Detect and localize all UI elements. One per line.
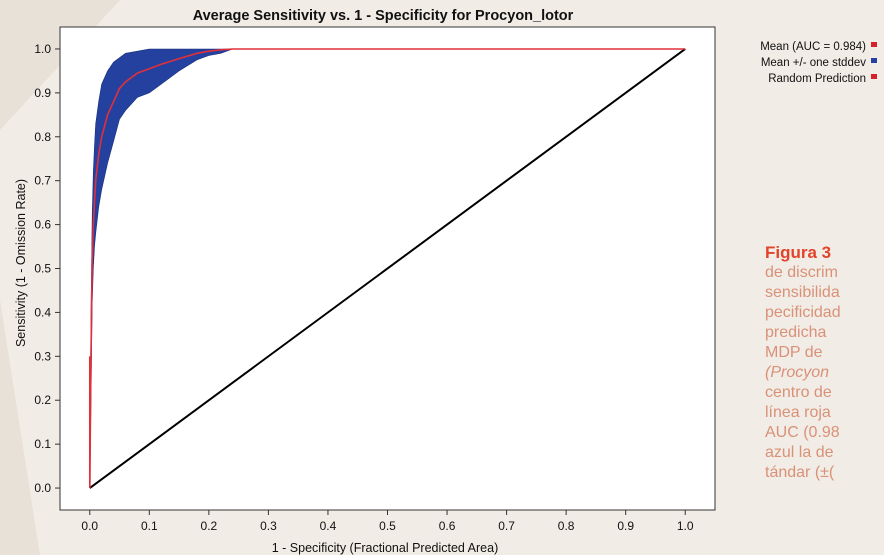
caption-line: azul la de — [765, 444, 834, 461]
y-tick-label: 0.1 — [34, 437, 51, 451]
caption-line: sensibilida — [765, 284, 840, 301]
x-tick-label: 0.7 — [498, 519, 515, 533]
y-tick-label: 1.0 — [34, 42, 51, 56]
x-axis-label: 1 - Specificity (Fractional Predicted Ar… — [272, 541, 498, 555]
caption-line: centro de — [765, 384, 832, 401]
x-tick-label: 0.9 — [617, 519, 634, 533]
y-axis-label: Sensitivity (1 - Omission Rate) — [14, 179, 28, 347]
chart-title: Average Sensitivity vs. 1 - Specificity … — [193, 8, 574, 24]
x-tick-label: 0.2 — [201, 519, 218, 533]
caption-line: de discrim — [765, 264, 838, 281]
y-tick-label: 0.4 — [34, 305, 51, 319]
caption-line: pecificidad — [765, 304, 841, 321]
figure-label: Figura 3 — [765, 243, 832, 262]
legend-label: Random Prediction — [768, 73, 866, 85]
x-tick-label: 0.6 — [439, 519, 456, 533]
plot-area — [59, 26, 716, 511]
x-tick-label: 0.0 — [81, 519, 98, 533]
axes: 0.0 0.1 0.2 0.3 0.4 0.5 0.6 0.7 0.8 0.9 1.0 0.0 0.1 0… — [34, 42, 694, 533]
y-tick-label: 0.3 — [34, 349, 51, 363]
x-tick-label: 0.4 — [320, 519, 337, 533]
y-tick-label: 0.0 — [34, 481, 51, 495]
legend-swatch — [871, 58, 877, 63]
y-tick-label: 0.8 — [34, 130, 51, 144]
y-tick-label: 0.7 — [34, 174, 51, 188]
caption-line: AUC (0.98 — [765, 424, 840, 441]
legend: Mean (AUC = 0.984) Mean +/- one stddev Ran… — [760, 41, 877, 85]
caption-line: predicha — [765, 324, 827, 341]
legend-swatch — [871, 42, 877, 47]
x-tick-label: 0.5 — [379, 519, 396, 533]
mean-line — [89, 48, 686, 489]
legend-label: Mean (AUC = 0.984) — [760, 41, 866, 53]
x-tick-label: 0.8 — [558, 519, 575, 533]
stddev-band — [89, 48, 686, 489]
y-tick-label: 0.9 — [34, 86, 51, 100]
legend-label: Mean +/- one stddev — [761, 57, 866, 69]
caption-line: (Procyon — [765, 364, 830, 381]
caption-line: MDP de — [765, 344, 823, 361]
legend-swatch — [871, 74, 877, 79]
x-tick-label: 0.3 — [260, 519, 277, 533]
x-tick-label: 1.0 — [677, 519, 694, 533]
caption-line: línea roja — [765, 404, 831, 421]
y-tick-label: 0.2 — [34, 393, 51, 407]
figure-caption: Figura 3 de discrim sensibilida pecifici… — [765, 243, 884, 483]
caption-line: tándar (±( — [765, 464, 835, 481]
x-tick-label: 0.1 — [141, 519, 158, 533]
random-prediction-line — [89, 48, 686, 489]
y-tick-label: 0.5 — [34, 262, 51, 276]
y-tick-label: 0.6 — [34, 218, 51, 232]
